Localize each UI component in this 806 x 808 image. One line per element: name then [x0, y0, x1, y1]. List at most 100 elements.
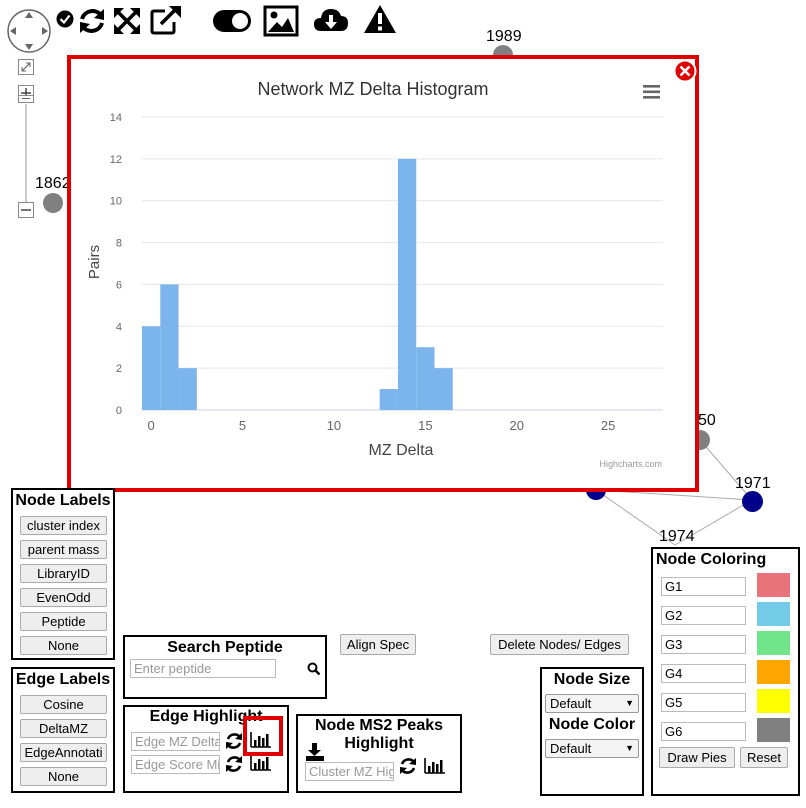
panel-title: Node Coloring [656, 551, 767, 568]
y-tick-label: 8 [116, 238, 122, 250]
edge-label-cosine-button[interactable]: Cosine [20, 695, 107, 714]
group-name-input[interactable]: G5 [661, 693, 746, 712]
zoom-fit-icon [21, 62, 31, 72]
y-axis-label: Pairs [86, 245, 103, 279]
delete-nodes-edges-button[interactable]: Delete Nodes/ Edges [490, 634, 629, 655]
highlight-box [243, 716, 283, 756]
label-peptide-button[interactable]: Peptide [20, 612, 107, 631]
panel-title: Search Peptide [167, 639, 283, 656]
edge-score-min-input[interactable]: Edge Score Mi [131, 755, 220, 774]
node-size-color-panel: Node Size Default ▼ Node Color Default ▼ [540, 667, 644, 796]
warning-icon[interactable] [362, 3, 398, 35]
x-tick-label: 5 [239, 418, 246, 433]
node-label: 1989 [486, 28, 522, 45]
histogram-bar[interactable] [142, 326, 161, 410]
search-icon[interactable] [307, 662, 321, 676]
group-name-input[interactable]: G3 [661, 635, 746, 654]
toggle-icon[interactable] [212, 9, 252, 33]
x-tick-label: 0 [148, 418, 155, 433]
label-parent-mass-button[interactable]: parent mass [20, 540, 107, 559]
check-circle-icon[interactable] [56, 10, 74, 28]
y-tick-label: 10 [110, 196, 122, 208]
group-color-swatch[interactable] [757, 718, 790, 742]
group-name-input[interactable]: G2 [661, 606, 746, 625]
panel-title: Node Color [548, 716, 636, 733]
ms2-peaks-highlight-panel: Node MS2 Peaks Highlight Cluster MZ Hig [296, 714, 462, 793]
histogram-icon[interactable] [250, 754, 272, 772]
panel-title: Highlight [344, 735, 414, 752]
histogram-bar[interactable] [178, 368, 197, 410]
node-coloring-panel: Node Coloring G1 G2 G3 G4 G5 G6 Draw Pie… [651, 547, 800, 796]
refresh-icon[interactable] [398, 756, 418, 776]
pan-navigator-icon[interactable] [6, 8, 52, 54]
close-icon[interactable] [673, 59, 697, 83]
label-library-id-button[interactable]: LibraryID [20, 564, 107, 583]
node-label: 1862 [35, 175, 71, 192]
y-tick-label: 4 [116, 321, 122, 333]
network-node[interactable] [742, 491, 763, 512]
zoom-slider-track[interactable] [25, 104, 27, 202]
cloud-download-icon[interactable] [312, 5, 350, 35]
draw-pies-button[interactable]: Draw Pies [659, 747, 735, 768]
image-icon[interactable] [263, 5, 299, 37]
panel-title: Node MS2 Peaks [314, 717, 444, 734]
chart-menu-icon[interactable] [643, 84, 661, 100]
minus-icon [21, 209, 31, 211]
node-label: 1971 [735, 475, 771, 492]
panel-title: Node Labels [15, 492, 111, 509]
network-node[interactable] [43, 193, 63, 213]
zoom-slider-handle[interactable] [18, 95, 34, 103]
chart-credits[interactable]: Highcharts.com [599, 459, 662, 469]
x-tick-label: 25 [601, 418, 615, 433]
label-none-button[interactable]: None [20, 636, 107, 655]
search-peptide-panel: Search Peptide Enter peptide [123, 635, 327, 699]
chevron-down-icon: ▼ [625, 698, 634, 708]
node-color-value: Default [550, 741, 592, 756]
group-color-swatch[interactable] [757, 689, 790, 713]
reset-button[interactable]: Reset [740, 747, 788, 768]
node-color-select[interactable]: Default ▼ [545, 739, 639, 758]
chart-title: Network MZ Delta Histogram [257, 79, 488, 99]
panel-title: Edge Highlight [149, 708, 263, 725]
align-spec-button[interactable]: Align Spec [340, 634, 416, 655]
histogram-icon[interactable] [250, 731, 272, 749]
group-color-swatch[interactable] [757, 602, 790, 626]
download-icon[interactable] [305, 742, 325, 762]
edge-label-annotation-button[interactable]: EdgeAnnotati [20, 743, 107, 762]
label-even-odd-button[interactable]: EvenOdd [20, 588, 107, 607]
cluster-mz-highlight-input[interactable]: Cluster MZ Hig [305, 762, 394, 781]
y-tick-label: 2 [116, 363, 122, 375]
group-color-swatch[interactable] [757, 631, 790, 655]
histogram-icon[interactable] [424, 757, 446, 775]
refresh-icon[interactable] [224, 754, 244, 774]
label-cluster-index-button[interactable]: cluster index [20, 516, 107, 535]
refresh-icon[interactable] [224, 731, 244, 751]
group-name-input[interactable]: G4 [661, 664, 746, 683]
group-name-input[interactable]: G1 [661, 577, 746, 596]
histogram-chart: 0 2 4 6 8 10 12 14 0 5 10 15 20 25 Network MZ Delta H… [86, 79, 663, 469]
group-color-swatch[interactable] [757, 660, 790, 684]
external-link-icon[interactable] [149, 4, 183, 36]
histogram-bar[interactable] [416, 347, 435, 410]
node-size-select[interactable]: Default ▼ [545, 694, 639, 713]
zoom-out-button[interactable] [18, 202, 34, 218]
group-name-input[interactable]: G6 [661, 722, 746, 741]
y-tick-label: 12 [110, 154, 122, 166]
peptide-search-input[interactable]: Enter peptide [130, 659, 276, 678]
histogram-bar[interactable] [160, 284, 179, 410]
histogram-bar[interactable] [434, 368, 453, 410]
fullscreen-icon[interactable] [112, 6, 142, 36]
panel-title: Node Size [553, 671, 631, 688]
edge-label-delta-mz-button[interactable]: DeltaMZ [20, 719, 107, 738]
edge-label-none-button[interactable]: None [20, 767, 107, 786]
x-axis-label: MZ Delta [369, 442, 434, 459]
zoom-fit-button[interactable] [18, 59, 34, 75]
y-tick-label: 0 [116, 405, 122, 417]
y-tick-label: 14 [110, 112, 122, 124]
histogram-bar[interactable] [379, 389, 398, 410]
edge-labels-panel: Edge Labels Cosine DeltaMZ EdgeAnnotati … [11, 667, 115, 793]
refresh-icon[interactable] [77, 6, 107, 36]
edge-mz-delta-input[interactable]: Edge MZ Delta [131, 732, 220, 751]
histogram-bar[interactable] [397, 158, 417, 410]
group-color-swatch[interactable] [757, 573, 790, 597]
